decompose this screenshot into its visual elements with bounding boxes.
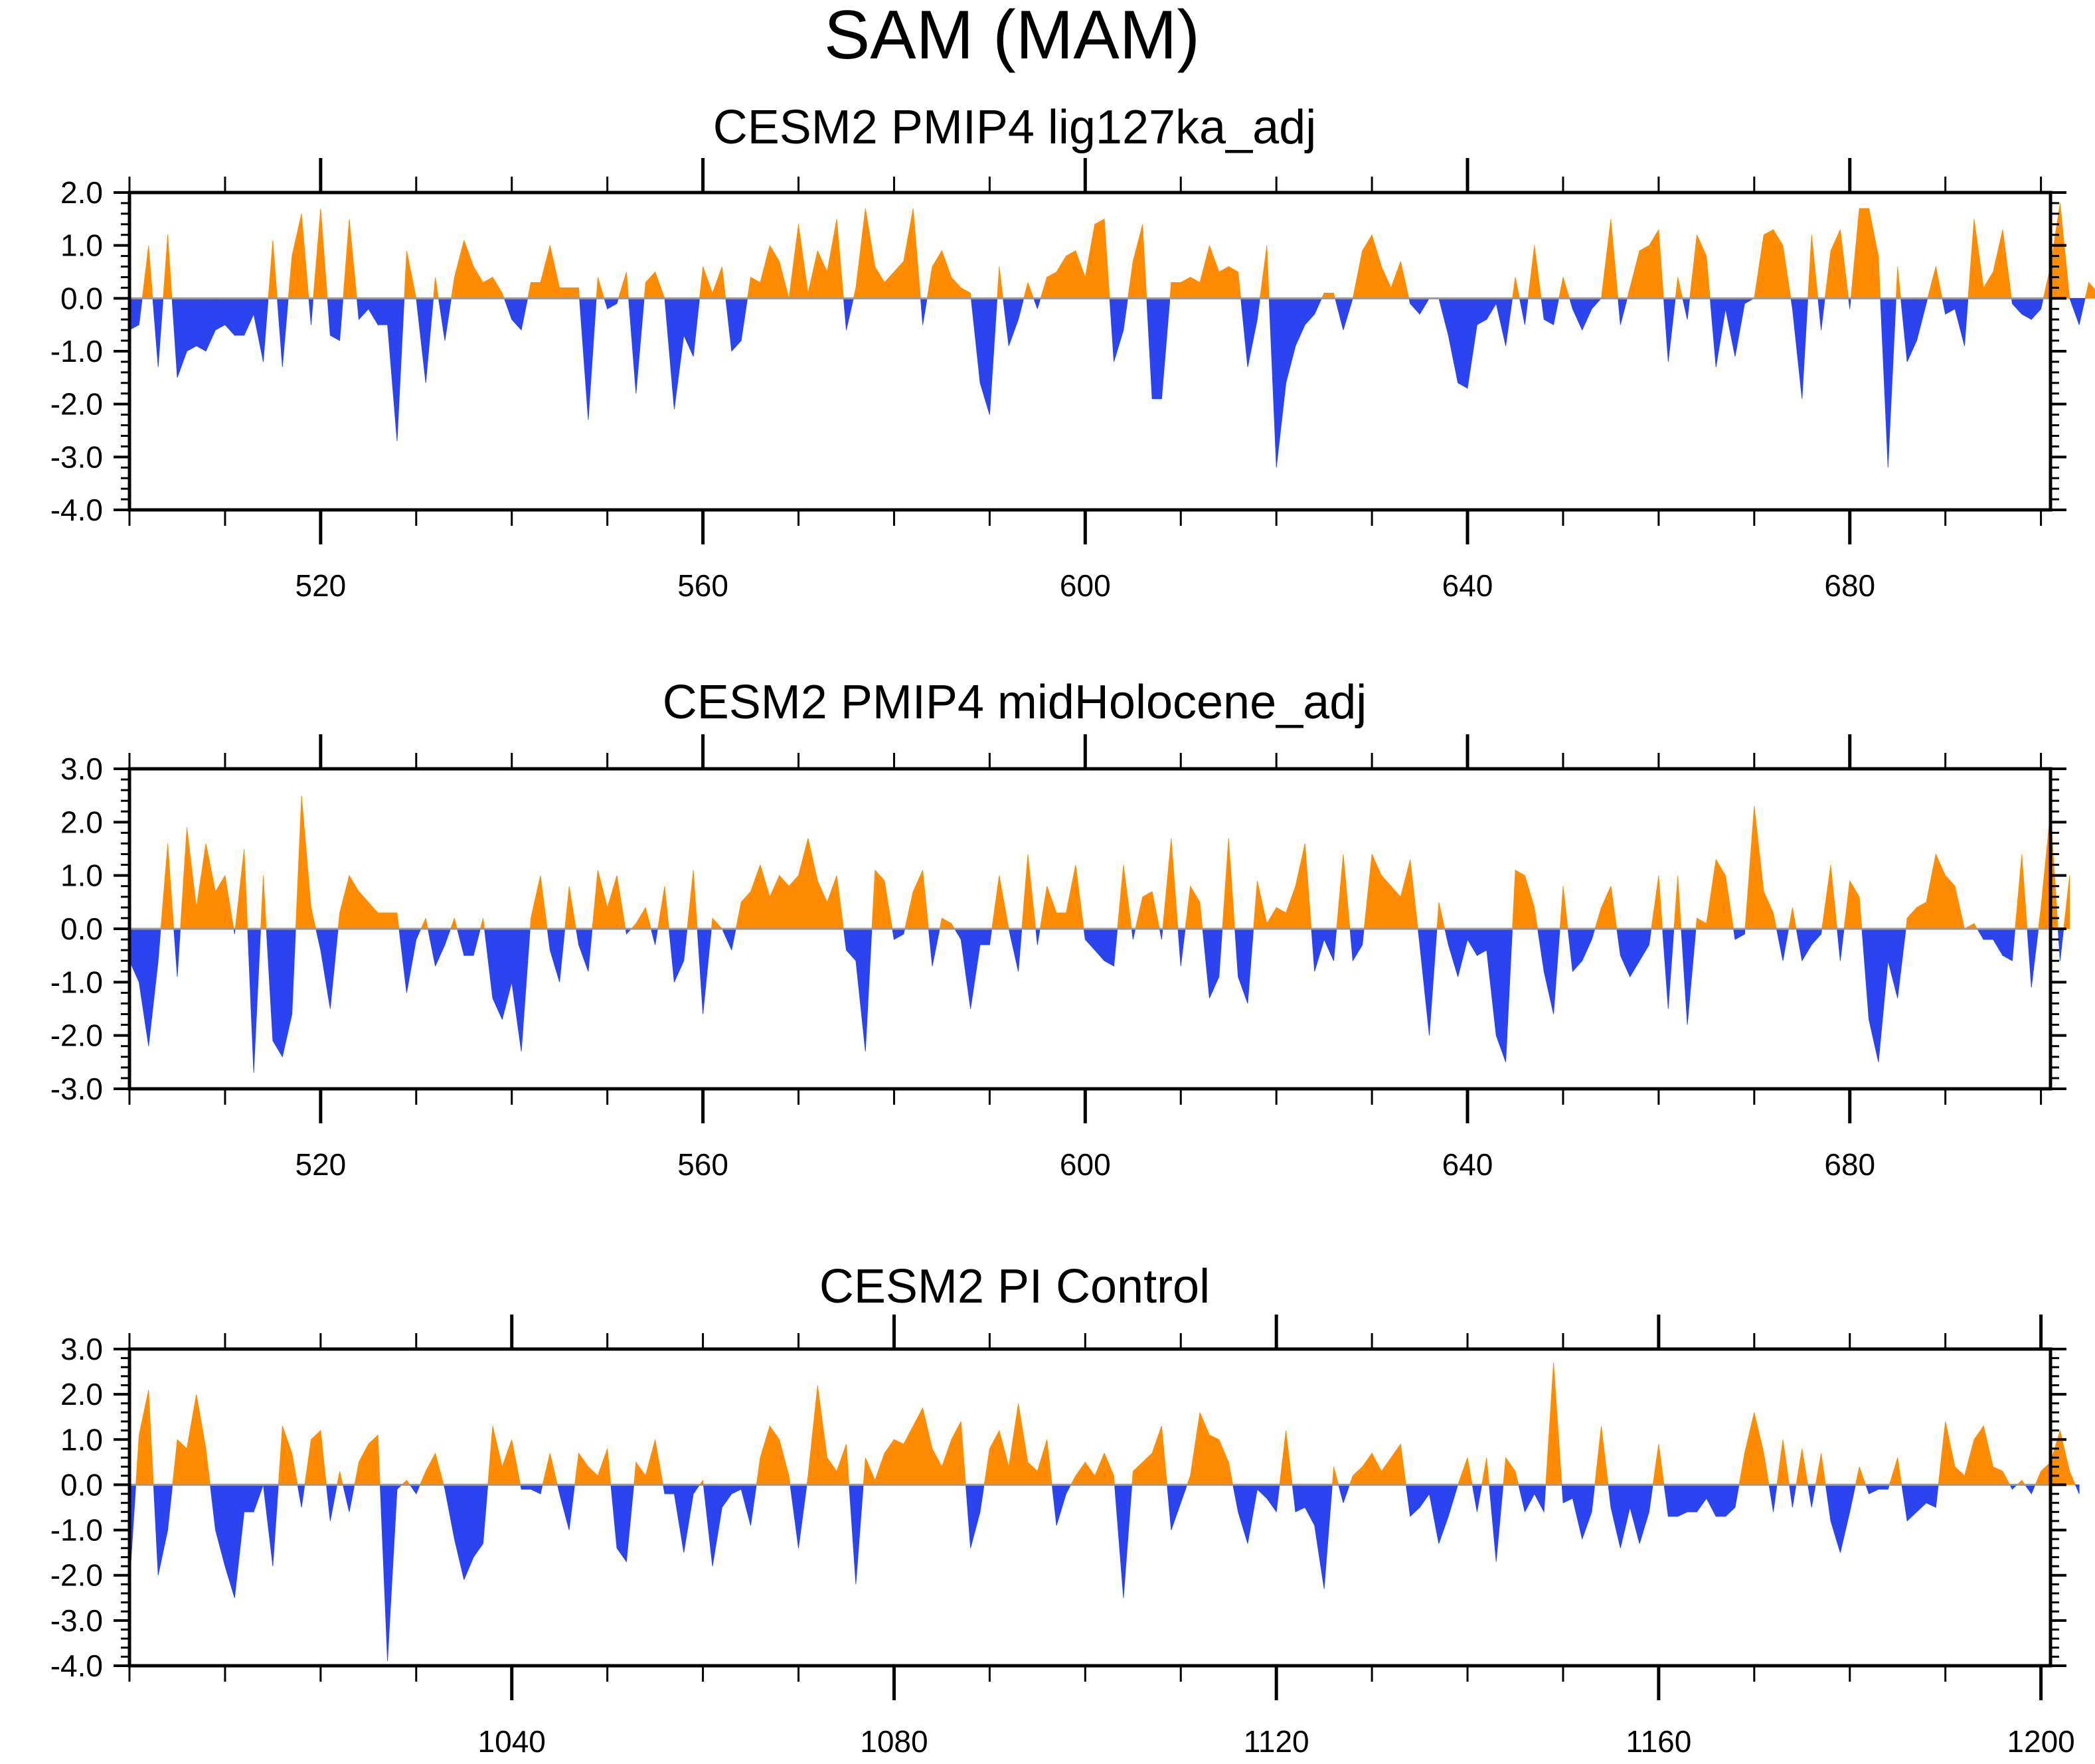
x-tick-label: 520 — [295, 1147, 346, 1182]
y-tick-label: -4.0 — [50, 493, 103, 527]
negative-area — [129, 297, 2086, 468]
positive-area — [135, 1362, 2076, 1485]
x-tick-label: 560 — [677, 1147, 728, 1182]
y-tick-label: 3.0 — [60, 1332, 103, 1366]
x-tick-label: 1040 — [478, 1724, 546, 1759]
panel-midholocene: CESM2 PMIP4 midHolocene_adj -3.0 -2.0 -1.0… — [50, 676, 2070, 1182]
panel-pi-control: CESM2 PI Control -4.0 -3.0 -2.0 -1.0 0.0 1.0 2… — [50, 1260, 2080, 1759]
x-tick-label: 600 — [1060, 568, 1111, 603]
plot-frame — [127, 1347, 2053, 1668]
y-tick-label: -2.0 — [50, 1018, 103, 1053]
x-tick-label: 1160 — [1626, 1724, 1691, 1759]
panel-lig127ka: CESM2 PMIP4 lig127ka_adj -4.0 -3.0 -2.0 -1.… — [50, 101, 2095, 603]
positive-area — [141, 202, 2095, 299]
panel-title: CESM2 PMIP4 lig127ka_adj — [713, 101, 1316, 154]
y-tick-label: 1.0 — [60, 858, 103, 893]
plot-frame — [127, 191, 2053, 512]
x-tick-label: 680 — [1824, 568, 1875, 603]
y-tick-label: 2.0 — [60, 175, 103, 210]
y-tick-label: 0.0 — [60, 1467, 103, 1502]
y-tick-label: -2.0 — [50, 1558, 103, 1593]
y-tick-label: -3.0 — [50, 440, 103, 474]
panel-title: CESM2 PI Control — [819, 1260, 1210, 1313]
y-tick-label: -4.0 — [50, 1648, 103, 1683]
y-tick-label: 2.0 — [60, 805, 103, 839]
x-tick-label: 560 — [677, 568, 728, 603]
y-tick-label: -1.0 — [50, 965, 103, 999]
negative-area — [129, 1484, 2080, 1662]
x-tick-label: 600 — [1060, 1147, 1111, 1182]
main-title: SAM (MAM) — [824, 0, 1200, 74]
x-tick-label: 1120 — [1244, 1724, 1309, 1759]
y-tick-label: 3.0 — [60, 752, 103, 786]
y-tick-label: -3.0 — [50, 1603, 103, 1638]
x-tick-label: 520 — [295, 568, 346, 603]
y-tick-label: -1.0 — [50, 334, 103, 368]
x-tick-label: 1200 — [2007, 1724, 2074, 1759]
x-tick-label: 680 — [1824, 1147, 1875, 1182]
y-tick-label: 1.0 — [60, 228, 103, 263]
x-tick-label: 640 — [1442, 568, 1493, 603]
y-tick-label: 0.0 — [60, 912, 103, 946]
y-tick-label: 0.0 — [60, 281, 103, 315]
x-tick-label: 1080 — [860, 1724, 928, 1759]
y-tick-label: -3.0 — [50, 1072, 103, 1106]
panel-title: CESM2 PMIP4 midHolocene_adj — [663, 676, 1367, 729]
y-tick-label: -1.0 — [50, 1513, 103, 1548]
x-tick-label: 640 — [1442, 1147, 1493, 1182]
y-tick-label: 2.0 — [60, 1377, 103, 1411]
y-tick-label: -2.0 — [50, 387, 103, 422]
positive-area — [160, 795, 2070, 929]
negative-area — [129, 928, 2064, 1073]
y-tick-label: 1.0 — [60, 1422, 103, 1457]
